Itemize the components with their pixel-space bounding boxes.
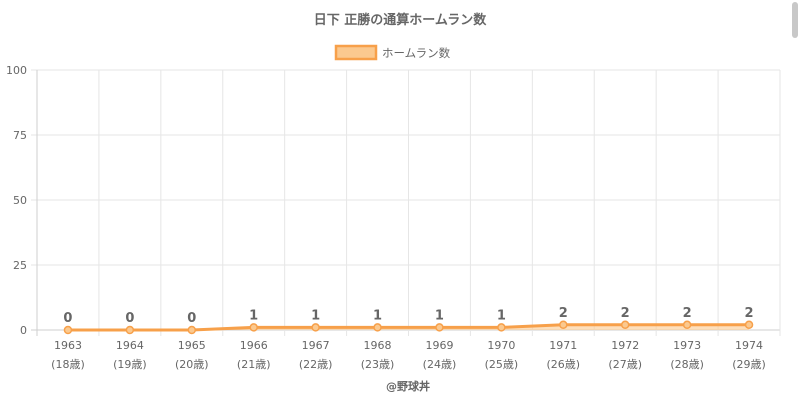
data-point [744, 320, 754, 330]
y-tick-label: 0 [20, 324, 27, 337]
x-tick-sublabel: (27歳) [608, 358, 642, 371]
data-label: 2 [745, 306, 754, 321]
data-label: 2 [683, 306, 692, 321]
x-tick-label: 1971 [549, 339, 577, 352]
credit-text: @野球丼 [386, 379, 430, 393]
x-tick-label: 1966 [240, 339, 268, 352]
x-tick-sublabel: (28歳) [670, 358, 704, 371]
data-label: 1 [373, 308, 382, 323]
grid-lines [31, 69, 781, 336]
data-point [311, 323, 320, 332]
x-tick-label: 1968 [364, 339, 392, 352]
data-point [497, 323, 506, 332]
data-label: 1 [435, 308, 444, 323]
y-axis: 0 25 50 75 100 [6, 64, 27, 337]
x-tick-label: 1965 [178, 339, 206, 352]
y-tick-label: 100 [6, 64, 27, 77]
x-tick-sublabel: (29歳) [732, 358, 766, 371]
scrollbar-thumb[interactable] [792, 2, 798, 38]
data-label: 2 [559, 306, 568, 321]
data-label: 0 [63, 311, 72, 326]
data-point [559, 320, 568, 330]
legend[interactable]: ホームラン数 [334, 44, 451, 61]
x-tick-sublabel: (19歳) [113, 358, 147, 371]
x-tick-label: 1967 [302, 339, 330, 352]
x-tick-label: 1963 [54, 339, 82, 352]
data-label: 1 [249, 308, 258, 323]
data-label: 0 [125, 311, 134, 326]
x-tick-sublabel: (24歳) [423, 358, 457, 371]
data-point [249, 323, 258, 332]
x-tick-label: 1972 [611, 339, 639, 352]
plot-area: 0 0 0 1 1 1 1 1 2 2 2 2 [63, 306, 754, 335]
x-axis: 1963 (18歳) 1964 (19歳) 1965 (20歳) 1966 (21歳) 1967… [51, 339, 766, 371]
data-point [63, 325, 73, 335]
x-tick-sublabel: (26歳) [546, 358, 580, 371]
data-label: 0 [187, 311, 196, 326]
legend-swatch [334, 44, 378, 61]
data-point [373, 323, 382, 332]
x-tick-sublabel: (25歳) [485, 358, 519, 371]
x-tick-sublabel: (20歳) [175, 358, 209, 371]
x-tick-label: 1964 [116, 339, 144, 352]
x-tick-sublabel: (22歳) [299, 358, 333, 371]
x-tick-label: 1974 [735, 339, 763, 352]
data-label: 1 [311, 308, 320, 323]
legend-label: ホームラン数 [382, 46, 451, 60]
x-tick-sublabel: (23歳) [361, 358, 395, 371]
data-label: 1 [497, 308, 506, 323]
y-tick-label: 25 [13, 259, 27, 272]
data-label: 2 [621, 306, 630, 321]
chart-title: 日下 正勝の通算ホームラン数 [314, 12, 487, 28]
x-tick-label: 1970 [487, 339, 515, 352]
x-tick-label: 1973 [673, 339, 701, 352]
y-tick-label: 50 [13, 194, 27, 207]
y-tick-label: 75 [13, 129, 27, 142]
data-point [435, 323, 444, 332]
data-point [125, 325, 135, 335]
data-point [620, 320, 630, 330]
data-point [187, 325, 197, 335]
data-point [682, 320, 692, 330]
x-tick-label: 1969 [425, 339, 453, 352]
series-line [67, 323, 750, 332]
x-tick-sublabel: (18歳) [51, 358, 85, 371]
x-tick-sublabel: (21歳) [237, 358, 271, 371]
